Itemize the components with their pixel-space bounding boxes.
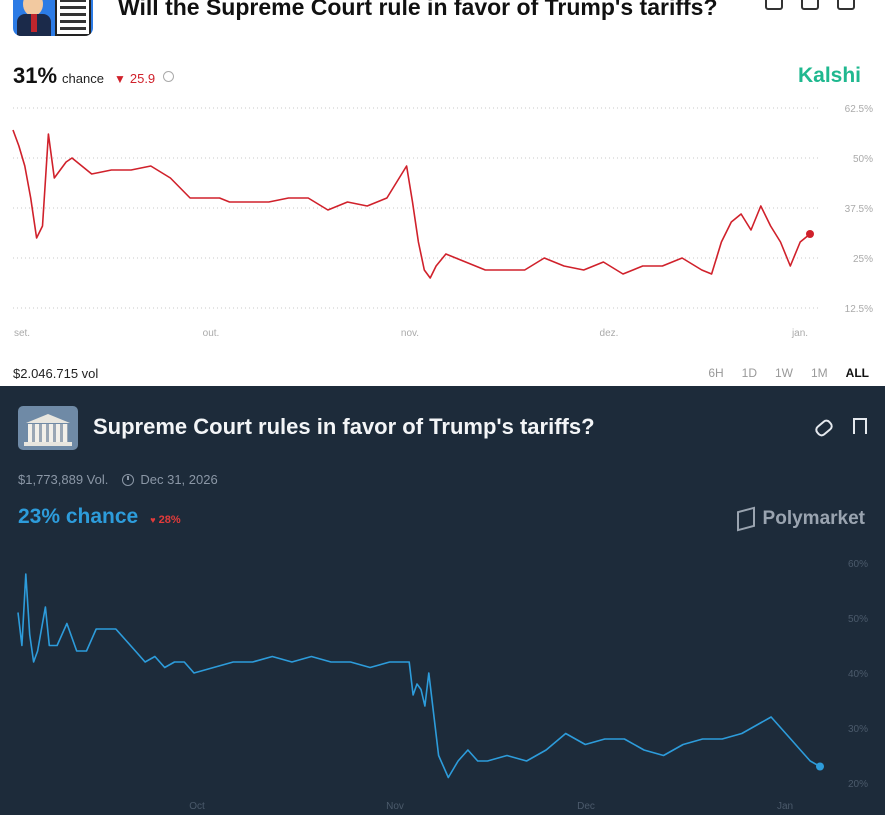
columns-shape	[28, 424, 68, 442]
x-tick-label: Oct	[189, 801, 205, 812]
chance-readout: 23% chance ♥ 28%	[18, 505, 181, 529]
range-selector: 6H 1D 1W 1M ALL	[708, 366, 869, 380]
base-shape	[24, 442, 72, 446]
x-tick-label: Jan	[777, 801, 793, 812]
polymarket-logo-icon	[736, 506, 755, 532]
change-value: 25.9	[129, 71, 156, 86]
market-thumbnail[interactable]	[18, 406, 78, 450]
header-actions	[765, 0, 855, 10]
y-tick-label: 50%	[848, 614, 868, 625]
last-point-marker	[816, 762, 824, 771]
info-icon[interactable]	[163, 71, 175, 82]
y-tick-label: 12.5%	[845, 304, 873, 315]
chance-readout: 31% chance ▼ 25.9	[13, 63, 175, 89]
y-tick-label: 37.5%	[845, 204, 873, 215]
range-option-1w[interactable]: 1W	[775, 366, 793, 380]
end-date: Dec 31, 2026	[140, 472, 218, 487]
roof-shape	[26, 414, 70, 423]
volume-label: $2.046.715 vol	[13, 366, 99, 381]
link-icon[interactable]	[813, 417, 835, 439]
last-point-marker	[806, 230, 814, 238]
y-tick-label: 60%	[848, 559, 868, 570]
header-actions	[813, 417, 867, 439]
y-tick-label: 20%	[848, 779, 868, 790]
clock-icon	[122, 473, 135, 486]
y-tick-label: 62.5%	[845, 104, 873, 115]
bookmark-icon[interactable]	[853, 418, 867, 434]
chance-value: 23% chance	[18, 505, 139, 528]
x-tick-label: Dec	[577, 801, 595, 812]
range-option-1d[interactable]: 1D	[741, 366, 757, 380]
kalshi-chart: 62.5% 50% 37.5% 25% 12.5% set. out. nov. dez. jan…	[12, 104, 873, 339]
x-tick-label: Nov	[386, 801, 404, 812]
series-line	[12, 129, 811, 279]
chance-value: 31%	[13, 63, 58, 88]
kalshi-panel: Will the Supreme Court rule in favor of …	[0, 0, 885, 386]
x-tick-label: set.	[14, 328, 30, 339]
range-option-all[interactable]: ALL	[845, 366, 869, 380]
polymarket-panel: Supreme Court rules in favor of Trump's …	[0, 386, 885, 815]
down-arrow-icon: ▼	[113, 72, 126, 86]
market-thumbnail[interactable]	[13, 0, 93, 36]
y-tick-label: 25%	[853, 254, 873, 265]
series-line	[17, 573, 821, 779]
polymarket-logo: Polymarket	[736, 506, 865, 532]
market-title: Supreme Court rules in favor of Trump's …	[93, 414, 595, 439]
range-option-6h[interactable]: 6H	[708, 366, 724, 380]
x-tick-label: nov.	[401, 328, 419, 339]
x-tick-label: dez.	[600, 328, 619, 339]
volume-label: $1,773,889 Vol.	[18, 472, 109, 487]
chance-label: chance	[62, 71, 104, 86]
market-meta: $1,773,889 Vol. Dec 31, 2026	[18, 472, 218, 487]
range-option-1m[interactable]: 1M	[811, 366, 828, 380]
polymarket-chart: 60% 50% 40% 30% 20% Oct Nov Dec Jan	[17, 559, 868, 812]
x-tick-label: out.	[203, 328, 220, 339]
brand-name: Polymarket	[762, 508, 865, 529]
bookmark-icon[interactable]	[801, 0, 819, 10]
tie-shape	[31, 14, 37, 32]
y-tick-label: 40%	[848, 669, 868, 680]
kalshi-logo: Kalshi	[797, 64, 861, 87]
y-tick-label: 50%	[853, 154, 873, 165]
share-icon[interactable]	[765, 0, 783, 10]
y-tick-label: 30%	[848, 724, 868, 735]
more-icon[interactable]	[837, 0, 855, 10]
x-tick-label: jan.	[791, 328, 808, 339]
document-board	[55, 0, 91, 36]
change-value: 28%	[158, 514, 181, 526]
page-title: Will the Supreme Court rule in favor of …	[118, 0, 718, 20]
down-heart-icon: ♥	[150, 515, 156, 525]
face-shape	[23, 0, 43, 16]
